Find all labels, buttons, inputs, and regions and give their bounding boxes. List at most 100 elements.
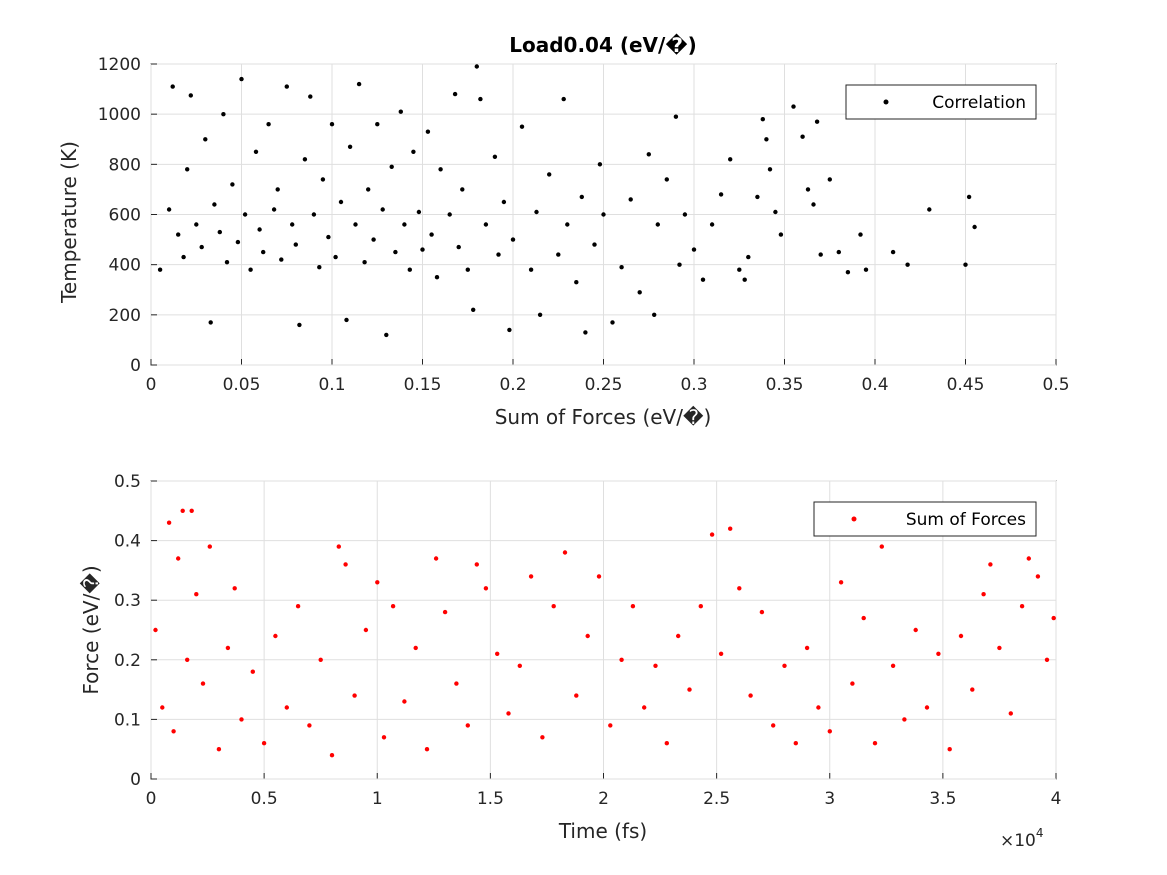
data-point [456, 244, 461, 250]
data-point [248, 267, 253, 272]
data-point [619, 265, 624, 270]
data-point [913, 627, 918, 633]
data-point [380, 207, 385, 212]
data-point [709, 222, 715, 227]
data-point [356, 81, 362, 87]
data-point [261, 249, 266, 255]
x-tick-label: 4 [1051, 789, 1062, 809]
data-point [160, 705, 165, 710]
x-tick-label: 0.35 [766, 375, 804, 395]
data-point [691, 247, 697, 252]
data-point [483, 222, 489, 227]
data-point [858, 232, 863, 237]
data-point [157, 267, 163, 272]
data-point [398, 109, 403, 114]
data-point [194, 222, 199, 227]
y-tick-label: 800 [109, 155, 141, 175]
bottom-legend-label: Sum of Forces [906, 510, 1026, 530]
data-point [329, 753, 335, 758]
x-tick-label: 3.5 [929, 789, 956, 809]
data-point [200, 681, 206, 686]
data-point [1051, 615, 1056, 621]
x-tick-label: 0.5 [1042, 375, 1069, 395]
data-point [483, 586, 489, 591]
x-tick-label: 2 [598, 789, 609, 809]
data-point [970, 687, 975, 692]
y-tick-label: 1200 [98, 55, 141, 75]
data-point [682, 212, 688, 217]
data-point [510, 237, 516, 242]
data-point [972, 224, 977, 230]
x-tick-label: 0 [146, 375, 157, 395]
data-point [170, 84, 175, 89]
data-point [225, 645, 231, 651]
bottom-x-tick-labels: 0 0.5 1 1.5 2 2.5 3 3.5 4 [146, 789, 1062, 809]
data-point [411, 149, 416, 154]
data-point [793, 741, 798, 746]
data-point [755, 194, 760, 200]
data-point [507, 327, 512, 333]
data-point [818, 252, 823, 257]
data-point [336, 544, 341, 549]
data-point [863, 267, 869, 272]
x-tick-label: 0.5 [251, 789, 278, 809]
data-point [655, 222, 660, 227]
x-tick-label: 0.1 [318, 375, 345, 395]
data-point [1026, 556, 1032, 561]
data-point [562, 550, 568, 555]
data-point [924, 705, 930, 710]
data-point [471, 307, 476, 312]
data-point [217, 229, 222, 235]
data-point [642, 705, 647, 710]
correlation-points [157, 64, 977, 338]
data-point [742, 277, 747, 282]
data-point [297, 322, 302, 328]
top-legend-marker [883, 99, 889, 105]
data-point [224, 260, 230, 265]
data-point [239, 717, 244, 722]
data-point [652, 312, 657, 317]
bottom-legend-marker [851, 516, 857, 522]
data-point [1008, 711, 1013, 716]
data-point [363, 627, 369, 633]
data-point [371, 237, 376, 242]
data-point [307, 723, 312, 728]
data-point [166, 207, 172, 212]
data-point [845, 270, 851, 275]
y-tick-label: 400 [109, 256, 141, 276]
x-tick-label: 0.4 [861, 375, 888, 395]
data-point [800, 134, 805, 139]
data-point [997, 645, 1002, 651]
data-point [474, 64, 479, 69]
data-point [295, 604, 301, 609]
data-point [308, 94, 313, 99]
y-tick-label: 0.2 [114, 651, 141, 671]
y-tick-label: 0.4 [114, 532, 141, 552]
x-tick-label: 3 [824, 789, 835, 809]
data-point [275, 187, 280, 192]
data-point [279, 257, 284, 262]
x-exponent-base: ×10 [1000, 831, 1036, 851]
data-point [773, 209, 778, 215]
data-point [293, 242, 298, 247]
data-point [447, 212, 452, 217]
data-point [454, 681, 459, 686]
data-point [610, 320, 615, 325]
data-point [207, 544, 212, 549]
sum-of-forces-points [153, 508, 1056, 758]
x-tick-label: 0.05 [223, 375, 261, 395]
data-point [850, 681, 855, 686]
x-tick-label: 0.2 [499, 375, 526, 395]
data-point [413, 645, 418, 651]
x-tick-label: 1.5 [477, 789, 504, 809]
data-point [778, 232, 784, 237]
data-point [171, 729, 176, 734]
data-point [619, 657, 624, 662]
data-point [194, 592, 199, 597]
data-point [465, 267, 470, 272]
data-point [318, 657, 323, 662]
data-point [791, 104, 796, 109]
data-point [185, 167, 190, 172]
data-point [872, 741, 878, 746]
data-point [540, 735, 545, 740]
